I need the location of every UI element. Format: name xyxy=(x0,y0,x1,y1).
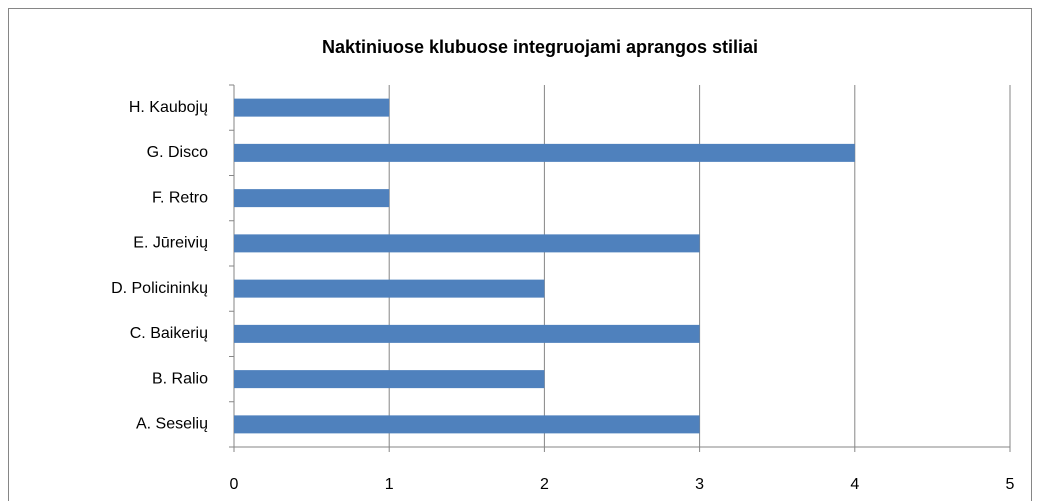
x-tick-label: 0 xyxy=(230,476,239,493)
y-tick-label: F. Retro xyxy=(152,189,208,206)
bar xyxy=(234,279,545,298)
bar xyxy=(234,370,545,389)
y-tick-label: C. Baikerių xyxy=(130,325,208,342)
y-tick-label: D. Policininkų xyxy=(111,280,208,297)
chart-title: Naktiniuose klubuose integruojami aprang… xyxy=(322,37,758,57)
y-tick-label: A. Seselių xyxy=(136,416,208,433)
x-tick-label: 1 xyxy=(385,476,394,493)
bar xyxy=(234,189,390,208)
bar xyxy=(234,143,855,162)
y-tick-label: E. Jūreivių xyxy=(133,235,208,252)
bar xyxy=(234,324,700,343)
bar xyxy=(234,98,390,117)
x-tick-label: 5 xyxy=(1006,476,1015,493)
x-tick-label: 4 xyxy=(850,476,859,493)
y-tick-label: H. Kaubojų xyxy=(129,99,208,116)
bar xyxy=(234,234,700,253)
y-tick-label: B. Ralio xyxy=(152,370,208,387)
x-tick-label: 3 xyxy=(695,476,704,493)
bar xyxy=(234,415,700,434)
x-tick-label: 2 xyxy=(540,476,549,493)
y-tick-label: G. Disco xyxy=(147,144,208,161)
